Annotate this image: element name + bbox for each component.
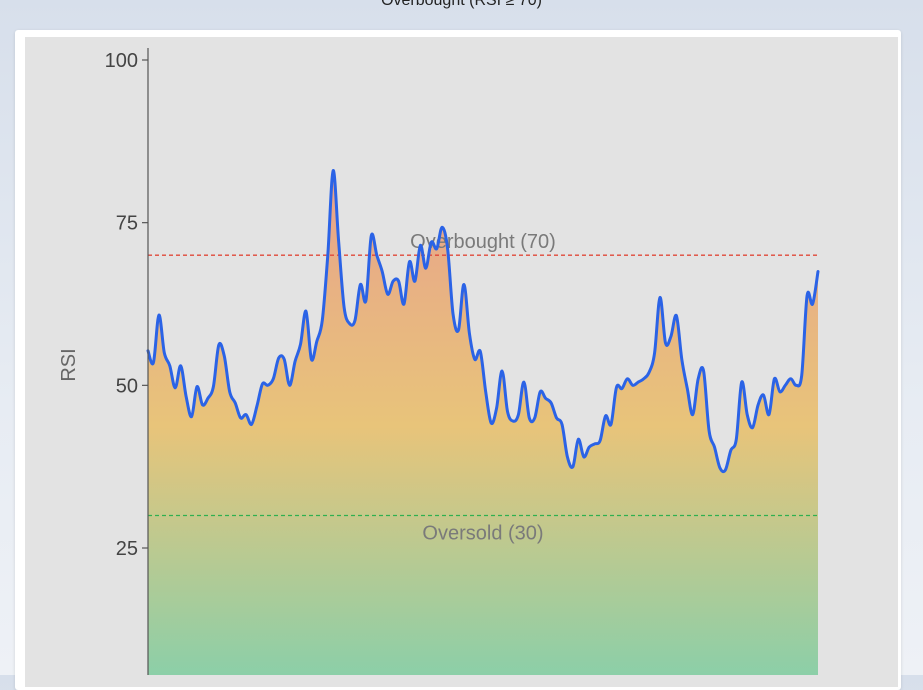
rsi-area-fill bbox=[148, 170, 818, 675]
y-axis-ticks: 25 50 75 100 bbox=[105, 50, 148, 560]
y-tick-label: 100 bbox=[105, 50, 138, 72]
y-tick-label: 50 bbox=[116, 375, 138, 397]
y-tick-label: 25 bbox=[116, 538, 138, 560]
oversold-label: Oversold (30) bbox=[422, 522, 543, 544]
y-tick-label: 75 bbox=[116, 213, 138, 235]
rsi-chart: Overbought (70) Oversold (30) 255075100 … bbox=[58, 48, 820, 675]
y-axis-label: RSI bbox=[58, 348, 80, 381]
chart-caption: Overbought (RSI ≥ 70) bbox=[381, 0, 542, 9]
rsi-line bbox=[146, 169, 820, 474]
